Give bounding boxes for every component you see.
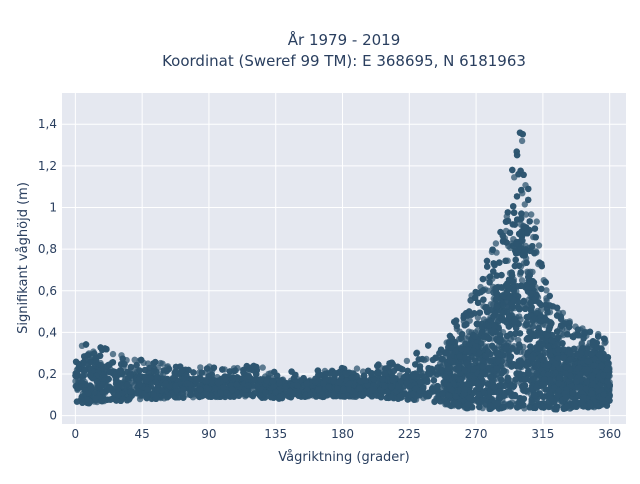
data-point	[528, 211, 534, 217]
data-point	[260, 364, 266, 370]
data-point	[536, 242, 542, 248]
data-point	[534, 218, 540, 224]
data-point	[404, 358, 410, 364]
chart-title: År 1979 - 2019 Koordinat (Sweref 99 TM):…	[162, 30, 526, 70]
chart-title-line-2: Koordinat (Sweref 99 TM): E 368695, N 61…	[162, 52, 526, 70]
data-point	[519, 138, 525, 144]
data-point	[110, 351, 116, 357]
chart-title-line-1: År 1979 - 2019	[288, 30, 401, 49]
data-point	[159, 361, 165, 367]
data-point	[493, 240, 499, 246]
data-point	[519, 277, 525, 283]
